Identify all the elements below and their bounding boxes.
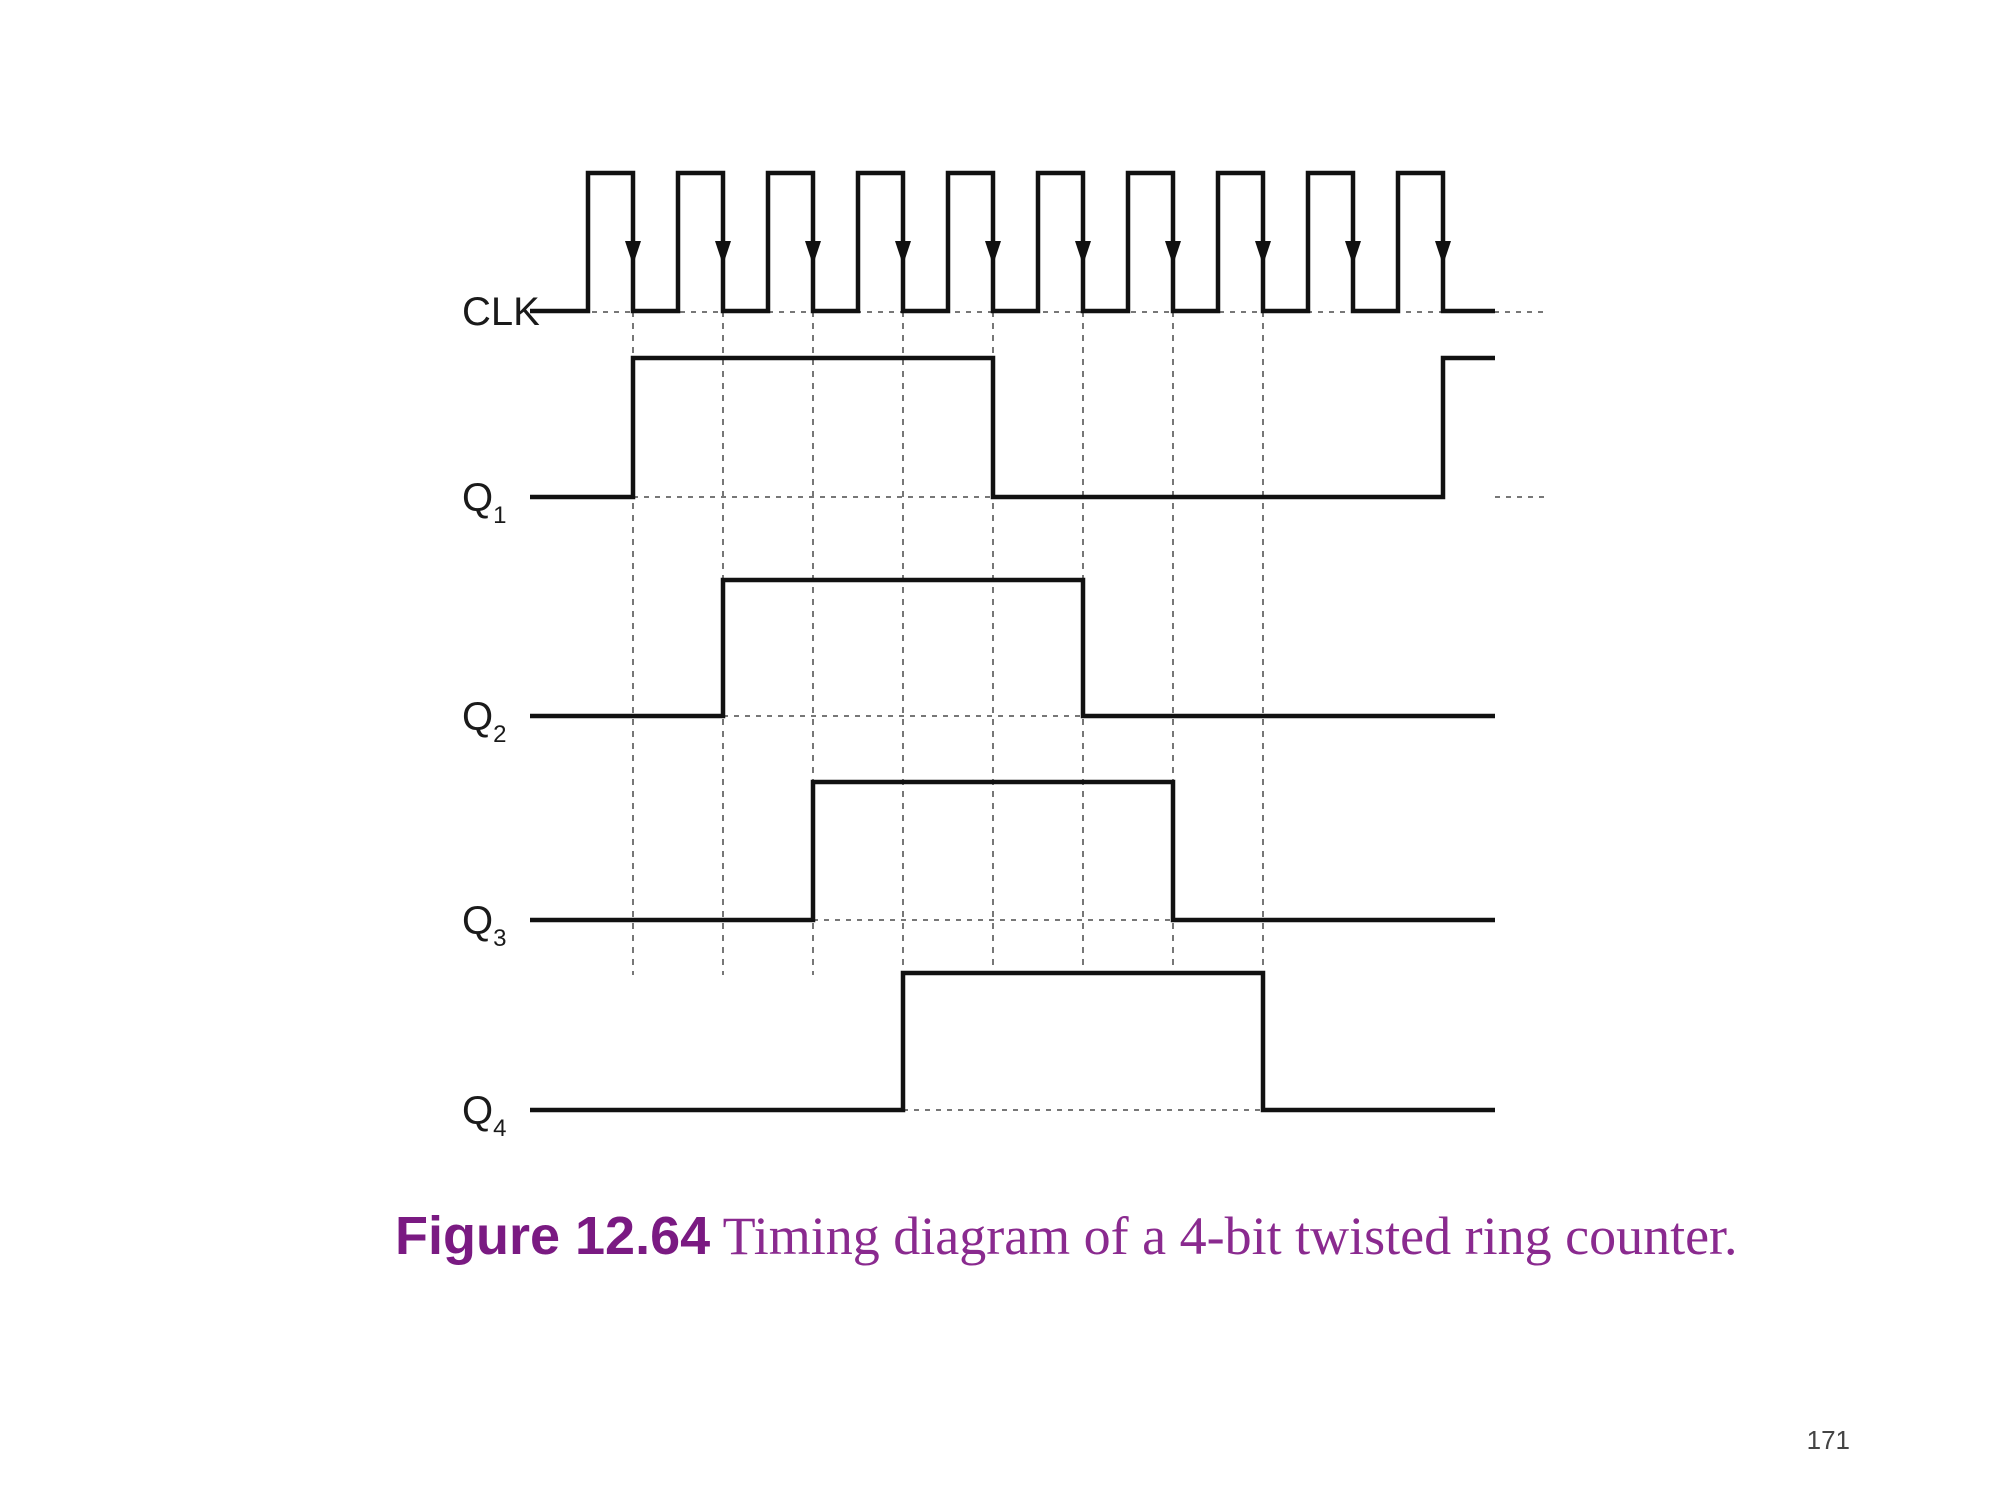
- signal-label-q2: Q2: [462, 695, 506, 748]
- figure-number: Figure 12.64: [395, 1206, 711, 1266]
- falling-edge-arrow-4: [895, 241, 911, 265]
- signal-name: Q: [462, 1089, 493, 1133]
- signal-label-clk: CLK: [462, 290, 540, 334]
- signal-subscript: 3: [493, 925, 506, 952]
- signal-label-q3: Q3: [462, 899, 506, 952]
- signal-label-q4: Q4: [462, 1089, 506, 1142]
- figure-caption: Figure 12.64 Timing diagram of a 4-bit t…: [395, 1205, 1738, 1267]
- falling-edge-arrow-5: [985, 241, 1001, 265]
- q1-waveform: [548, 355, 1495, 500]
- caption-text: Timing diagram of a 4-bit twisted ring c…: [710, 1206, 1738, 1266]
- signal-subscript: 2: [493, 721, 506, 748]
- signal-name: Q: [462, 899, 493, 943]
- q4-waveform: [548, 970, 1495, 1113]
- q3-waveform: [548, 779, 1495, 923]
- signal-name: Q: [462, 695, 493, 739]
- signal-name: CLK: [462, 290, 540, 334]
- signal-subscript: 1: [493, 502, 506, 529]
- falling-edge-arrow-8: [1255, 241, 1271, 265]
- falling-edge-arrow-2: [715, 241, 731, 265]
- falling-edge-arrow-6: [1075, 241, 1091, 265]
- signal-subscript: 4: [493, 1115, 506, 1142]
- signal-label-q1: Q1: [462, 476, 506, 529]
- waveforms: [530, 170, 1495, 1113]
- dotted-guides: [548, 311, 1545, 1111]
- falling-edge-arrow-7: [1165, 241, 1181, 265]
- falling-edge-arrow-3: [805, 241, 821, 265]
- falling-edge-arrow-9: [1345, 241, 1361, 265]
- falling-edge-arrow-1: [625, 241, 641, 265]
- q2-waveform: [548, 577, 1495, 719]
- signal-name: Q: [462, 476, 493, 520]
- page-number: 171: [1806, 1425, 1850, 1455]
- clk-waveform: [548, 170, 1495, 314]
- falling-edge-arrow-10: [1435, 241, 1451, 265]
